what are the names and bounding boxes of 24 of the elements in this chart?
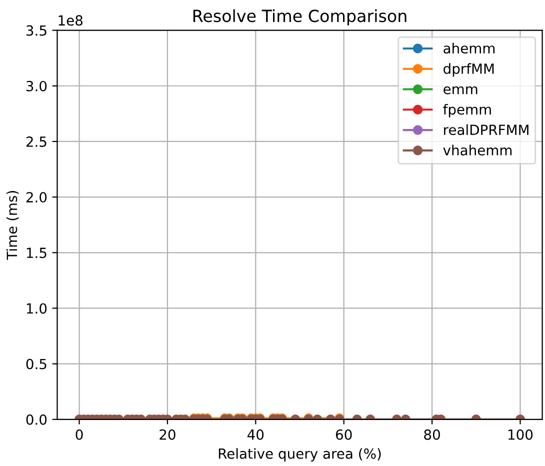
- y-tick-label: 1.5: [26, 248, 46, 258]
- y-tick-label: 2.0: [26, 192, 47, 203]
- text: 1e8: [58, 15, 82, 26]
- x-tick-label: 100: [508, 429, 533, 440]
- legend-label: realDPRFMM: [444, 124, 528, 136]
- chart-title: Resolve Time Comparison: [193, 9, 406, 26]
- y-axis-title: Time (ms): [6, 191, 19, 260]
- legend-label: dprfMM: [444, 63, 494, 77]
- y-tick-label: 3.0: [26, 80, 47, 92]
- y-tick-label: 3.5: [26, 25, 46, 36]
- x-tick-label: 40: [247, 429, 264, 440]
- y-tick-label: 1.0: [26, 303, 47, 314]
- x-tick-label: 0: [76, 429, 83, 440]
- y-tick-label: 0.5: [26, 358, 46, 370]
- legend-label: vhahemm: [443, 144, 512, 156]
- x-tick-label: 80: [424, 429, 440, 440]
- legend-label: fpemm: [443, 104, 491, 118]
- x-tick-label: 60: [336, 429, 352, 440]
- y-tick-label: 0.0: [26, 414, 47, 425]
- x-axis-title: Relative query area (%): [218, 448, 381, 462]
- x-tick-label: 20: [160, 429, 176, 440]
- legend-label: emm: [444, 86, 478, 94]
- legend-label: ahemm: [444, 42, 495, 54]
- y-tick-label: 2.5: [26, 136, 46, 147]
